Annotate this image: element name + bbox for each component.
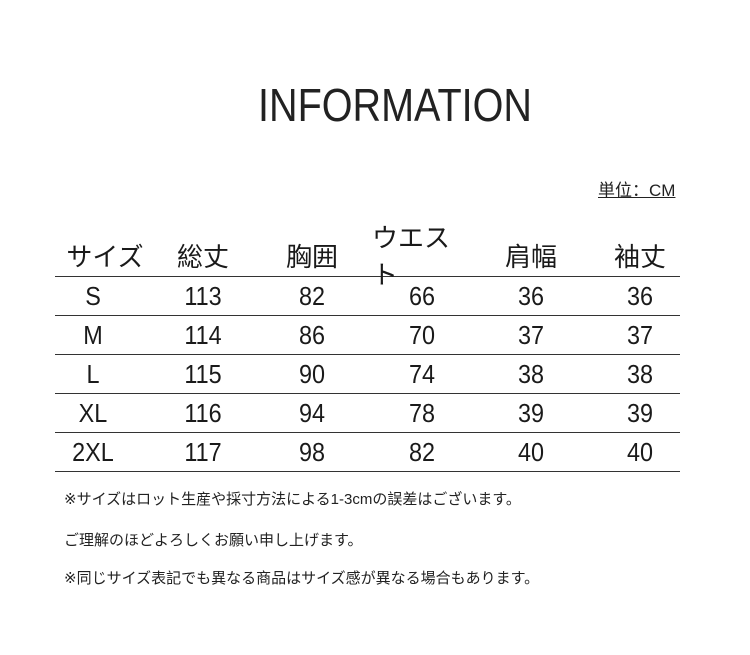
table-cell: 82 <box>408 436 436 467</box>
table-row: 2XL 117 98 82 40 40 <box>55 433 680 472</box>
note-fit: ※同じサイズ表記でも異なる商品はサイズ感が異なる場合もあります。 <box>64 570 540 587</box>
header-size: サイズ <box>66 241 144 272</box>
table-cell: 36 <box>517 280 545 311</box>
table-cell: XL <box>78 397 108 428</box>
table-header: サイズ 総丈 胸囲 ウエスト 肩幅 袖丈 <box>55 223 680 290</box>
table-cell: 98 <box>298 436 326 467</box>
header-length: 総丈 <box>176 241 229 272</box>
table-body: S 113 82 66 36 36 M 114 86 70 37 37 L 115 90 74 38 38 XL 11… <box>55 277 680 472</box>
table-cell: 78 <box>408 397 436 428</box>
table-cell: 113 <box>184 280 222 311</box>
table-cell: 82 <box>298 280 326 311</box>
header-chest: 胸囲 <box>285 241 338 272</box>
header-shoulder: 肩幅 <box>504 241 557 272</box>
notes: ※サイズはロット生産や採寸方法による1-3cmの誤差はございます。 ご理解のほど… <box>64 488 539 608</box>
table-row: S 113 82 66 36 36 <box>55 277 680 316</box>
page-title: INFORMATION <box>258 79 532 131</box>
table-cell: 38 <box>626 358 654 389</box>
table-row: M 114 86 70 37 37 <box>55 316 680 355</box>
table-cell: 116 <box>184 397 222 428</box>
table-cell: S <box>85 280 101 311</box>
table-cell: 86 <box>298 319 326 350</box>
table-cell: 70 <box>408 319 436 350</box>
header-sleeve: 袖丈 <box>613 241 666 272</box>
table-cell: 40 <box>517 436 545 467</box>
table-cell: 36 <box>626 280 654 311</box>
table-cell: 115 <box>184 358 222 389</box>
table-row: L 115 90 74 38 38 <box>55 355 680 394</box>
size-table: サイズ 総丈 胸囲 ウエスト 肩幅 袖丈 S 113 82 66 36 36 M 114 86 7… <box>55 223 680 472</box>
header-waist: ウエスト <box>372 223 451 290</box>
table-cell: 117 <box>184 436 222 467</box>
table-cell: 90 <box>298 358 326 389</box>
table-cell: 38 <box>517 358 545 389</box>
table-cell: 40 <box>626 436 654 467</box>
table-cell: 39 <box>517 397 545 428</box>
table-cell: 2XL <box>72 436 114 467</box>
note-thanks: ご理解のほどよろしくお願い申し上げます。 <box>64 532 363 549</box>
table-cell: 37 <box>517 319 545 350</box>
table-cell: 74 <box>408 358 436 389</box>
table-cell: 37 <box>626 319 654 350</box>
table-cell: 66 <box>408 280 436 311</box>
table-row: XL 116 94 78 39 39 <box>55 394 680 433</box>
table-cell: 39 <box>626 397 654 428</box>
note-tolerance: ※サイズはロット生産や採寸方法による1-3cmの誤差はございます。 <box>64 491 521 508</box>
table-cell: 94 <box>298 397 326 428</box>
table-cell: L <box>86 358 100 389</box>
table-cell: 114 <box>184 319 222 350</box>
unit-label: 単位：CM <box>598 181 676 200</box>
table-cell: M <box>83 319 103 350</box>
